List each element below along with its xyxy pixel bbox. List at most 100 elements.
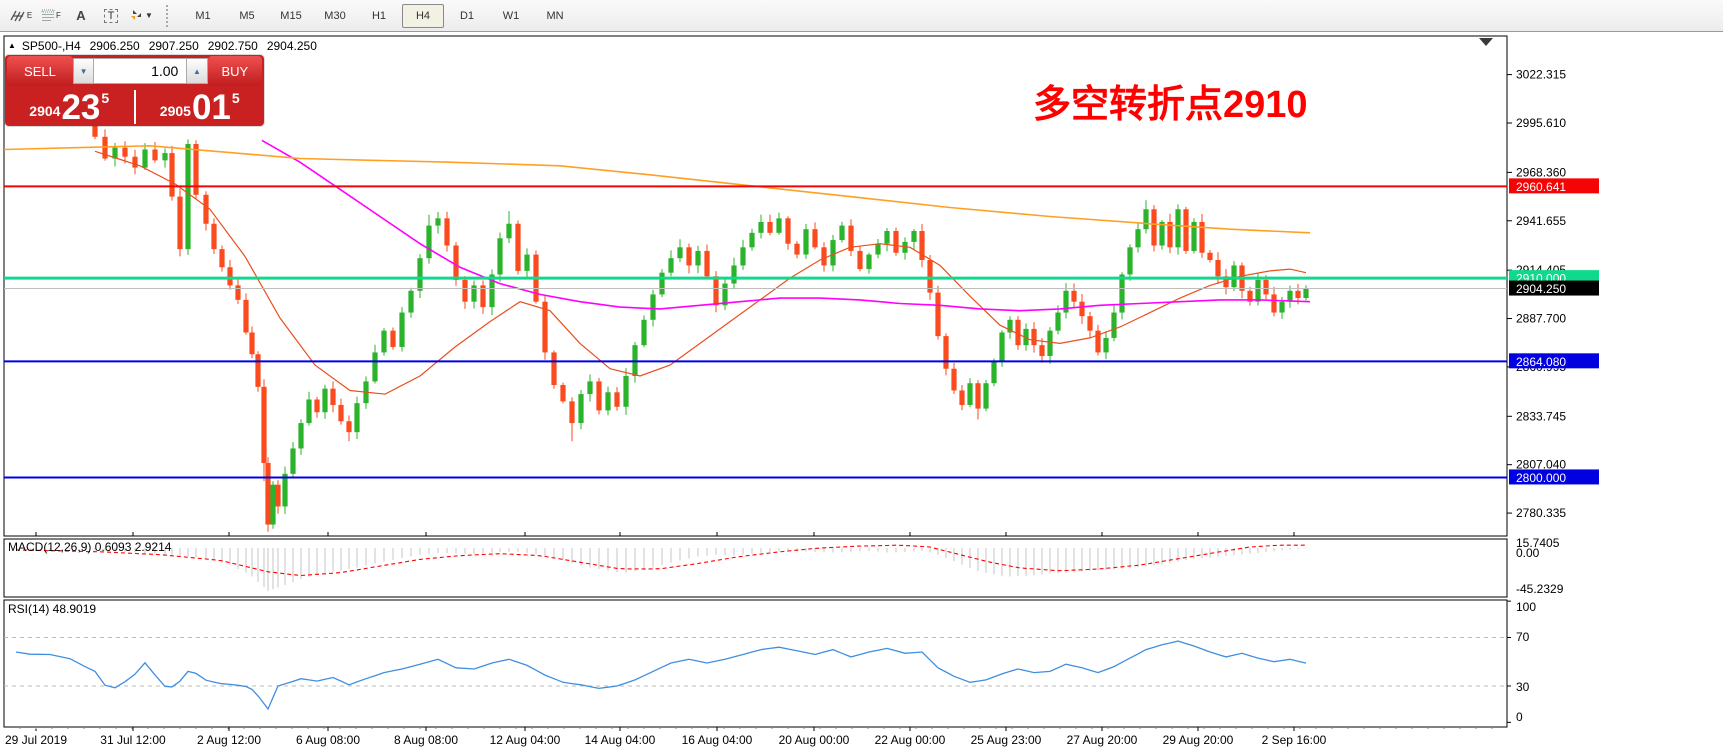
time-axis-label[interactable]: 22 Aug 00:00 <box>875 733 946 747</box>
sell-button[interactable]: SELL <box>7 56 73 86</box>
candle-body <box>1303 288 1309 299</box>
magenta-ma-line <box>261 139 1311 312</box>
price-axis-label: 2941.655 <box>1516 214 1566 228</box>
macd-axis-max: 15.7405 <box>1516 536 1560 550</box>
buy-price-small: 2905 <box>159 103 191 119</box>
time-axis-label[interactable]: 8 Aug 08:00 <box>394 733 458 747</box>
candle-body <box>1183 209 1189 251</box>
candle-body <box>695 250 701 266</box>
candle-body <box>1047 330 1053 357</box>
chart-shift-marker-icon[interactable] <box>1479 38 1493 46</box>
time-axis-label[interactable]: 14 Aug 04:00 <box>585 733 656 747</box>
time-axis-label[interactable]: 12 Aug 04:00 <box>490 733 561 747</box>
candle-body <box>1063 290 1069 313</box>
timeframe-H4[interactable]: H4 <box>402 3 444 28</box>
candle-body <box>444 218 450 246</box>
price-badge-label: 2960.641 <box>1516 180 1566 194</box>
candle-body <box>435 218 441 226</box>
time-axis-label[interactable]: 2 Aug 12:00 <box>197 733 261 747</box>
time-axis-label[interactable]: 6 Aug 08:00 <box>296 733 360 747</box>
candle-body <box>270 484 276 525</box>
styles-icon[interactable]: E <box>7 3 35 29</box>
volume-increase-button[interactable]: ▲ <box>186 58 208 84</box>
candle-body <box>471 285 477 302</box>
candle-body <box>623 375 629 407</box>
buy-price[interactable]: 2905 01 5 <box>136 88 265 126</box>
time-axis-label[interactable]: 27 Aug 20:00 <box>1067 733 1138 747</box>
candle-body <box>578 394 584 424</box>
timeframe-MN[interactable]: MN <box>546 9 564 22</box>
sell-price[interactable]: 2904 23 5 <box>5 88 134 126</box>
price-badge <box>1509 178 1599 194</box>
arrange-icon[interactable]: ▼ <box>127 3 155 29</box>
timeframe-D1[interactable]: D1 <box>459 9 475 22</box>
candle-body <box>1287 290 1293 302</box>
macd-plot[interactable] <box>3 538 1508 598</box>
candle-body <box>542 301 548 353</box>
timeframe-M30[interactable]: M30 <box>324 9 346 22</box>
chevron-down-icon: ▼ <box>145 11 153 20</box>
candle-body <box>1095 330 1101 353</box>
candle-body <box>480 285 486 308</box>
text-box-icon[interactable]: T <box>97 3 125 29</box>
macd-axis-zero: 0.00 <box>1516 546 1540 560</box>
grid-icon <box>41 9 55 21</box>
candle-body <box>249 332 255 355</box>
grid-style-icon[interactable]: F <box>37 3 65 29</box>
rsi-axis-label: 100 <box>1516 600 1536 614</box>
candle-body <box>203 194 209 224</box>
timeframe-M15[interactable]: M15 <box>280 9 302 22</box>
candle-body <box>169 153 175 197</box>
time-axis-label[interactable]: 25 Aug 23:00 <box>971 733 1042 747</box>
candle-body <box>1255 279 1261 302</box>
candle-body <box>1111 312 1117 338</box>
candle-body <box>927 260 933 293</box>
candle-body <box>162 153 168 161</box>
candle-body <box>1151 209 1157 246</box>
price-axis-label: 2887.700 <box>1516 312 1566 326</box>
price-badge-label: 2864.080 <box>1516 355 1566 369</box>
buy-button[interactable]: BUY <box>207 56 262 86</box>
candle-body <box>1135 229 1141 248</box>
candle-body <box>1055 312 1061 331</box>
timeframe-M1[interactable]: M1 <box>195 9 211 22</box>
toolbar-separator <box>166 4 175 27</box>
candle-body <box>830 240 836 266</box>
candle-body <box>983 383 989 409</box>
candle-body <box>839 225 845 241</box>
candle-body <box>1247 290 1253 302</box>
timeframe-M5[interactable]: M5 <box>239 9 255 22</box>
volume-input[interactable] <box>94 58 187 84</box>
candle-body <box>569 401 575 424</box>
time-axis-label[interactable]: 20 Aug 00:00 <box>779 733 850 747</box>
candle-body <box>605 392 611 411</box>
timeframe-H1[interactable]: H1 <box>371 9 387 22</box>
candle-body <box>1207 252 1213 261</box>
time-axis-label[interactable]: 29 Aug 20:00 <box>1163 733 1234 747</box>
text-label-icon[interactable]: A <box>76 8 86 23</box>
macd-signal-line <box>15 544 1306 577</box>
timeframe-W1[interactable]: W1 <box>502 9 520 22</box>
candle-body <box>803 229 809 255</box>
sell-price-big: 23 <box>61 88 101 127</box>
time-axis-label[interactable]: 16 Aug 04:00 <box>682 733 753 747</box>
one-click-trade-widget: SELL ▼ ▲ BUY 2904 23 5 2905 01 5 <box>5 55 264 126</box>
candle-body <box>390 330 396 347</box>
time-axis-label[interactable]: 31 Jul 12:00 <box>100 733 166 747</box>
candle-body <box>462 279 468 302</box>
price-axis-label: 2780.335 <box>1516 506 1566 520</box>
price-chart[interactable]: 3022.3152995.6102968.3602941.6552914.405… <box>0 33 1723 754</box>
candle-body <box>524 254 530 271</box>
rsi-plot[interactable] <box>3 599 1508 728</box>
rsi-axis-label: 0 <box>1516 710 1523 724</box>
candle-body <box>794 243 800 255</box>
grid-style-icon-sub: F <box>56 11 61 20</box>
candle-body <box>1103 337 1109 353</box>
chart-annotation: 多空转折点2910 <box>1033 84 1308 126</box>
time-axis-label[interactable]: 2 Sep 16:00 <box>1262 733 1327 747</box>
collapse-arrow-icon[interactable]: ▲ <box>8 41 16 50</box>
candle-body <box>731 265 737 284</box>
candle-body <box>650 294 656 320</box>
time-axis-label[interactable]: 29 Jul 2019 <box>5 733 67 747</box>
volume-decrease-button[interactable]: ▼ <box>72 58 95 84</box>
